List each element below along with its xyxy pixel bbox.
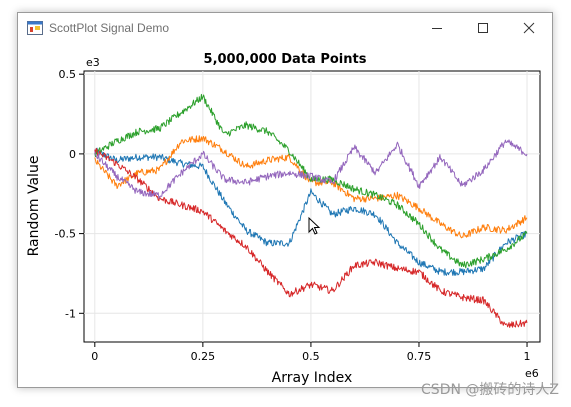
plot-frame	[83, 70, 541, 343]
y-tick-label: 0.5	[59, 68, 77, 81]
x-tick-label: 0	[91, 350, 98, 363]
title-bar[interactable]: ScottPlot Signal Demo	[18, 13, 552, 43]
x-tick-label: 0.25	[191, 350, 216, 363]
y-tick-label: -1	[65, 307, 76, 320]
series-line-4	[94, 148, 528, 328]
app-window: ScottPlot Signal Demo 0 0.25 0.5 0.75 1 0.5 0 -…	[17, 12, 553, 388]
x-axis-label: Array Index	[272, 370, 353, 386]
app-icon	[27, 21, 43, 35]
plot-area-container: 0 0.25 0.5 0.75 1 0.5 0 -0.5 -1 5,000,000 Data P…	[18, 43, 552, 387]
x-tick-label: 1	[524, 350, 531, 363]
y-tick-label: -0.5	[55, 228, 76, 241]
maximize-icon	[478, 23, 488, 33]
x-tick-label: 0.5	[302, 350, 320, 363]
y-axis-label: Random Value	[26, 156, 42, 257]
close-button[interactable]	[506, 13, 552, 43]
x-tick-label: 0.75	[407, 350, 432, 363]
minimize-button[interactable]	[414, 13, 460, 43]
signal-plot[interactable]: 0 0.25 0.5 0.75 1 0.5 0 -0.5 -1 5,000,000 Data P…	[18, 43, 552, 387]
window-title: ScottPlot Signal Demo	[49, 21, 170, 35]
minimize-icon	[432, 28, 442, 29]
series-line-5	[94, 139, 528, 199]
series-line-1	[94, 147, 528, 276]
series-line-3	[94, 93, 528, 269]
close-icon	[523, 22, 535, 34]
y-tick-label: 0	[69, 148, 76, 161]
watermark: CSDN @搬砖的诗人Z	[421, 382, 559, 398]
x-axis-multiplier: e6	[525, 367, 539, 380]
maximize-button[interactable]	[460, 13, 506, 43]
y-axis-multiplier: e3	[86, 56, 100, 69]
mouse-cursor-icon	[308, 216, 321, 235]
chart-title: 5,000,000 Data Points	[204, 52, 367, 67]
